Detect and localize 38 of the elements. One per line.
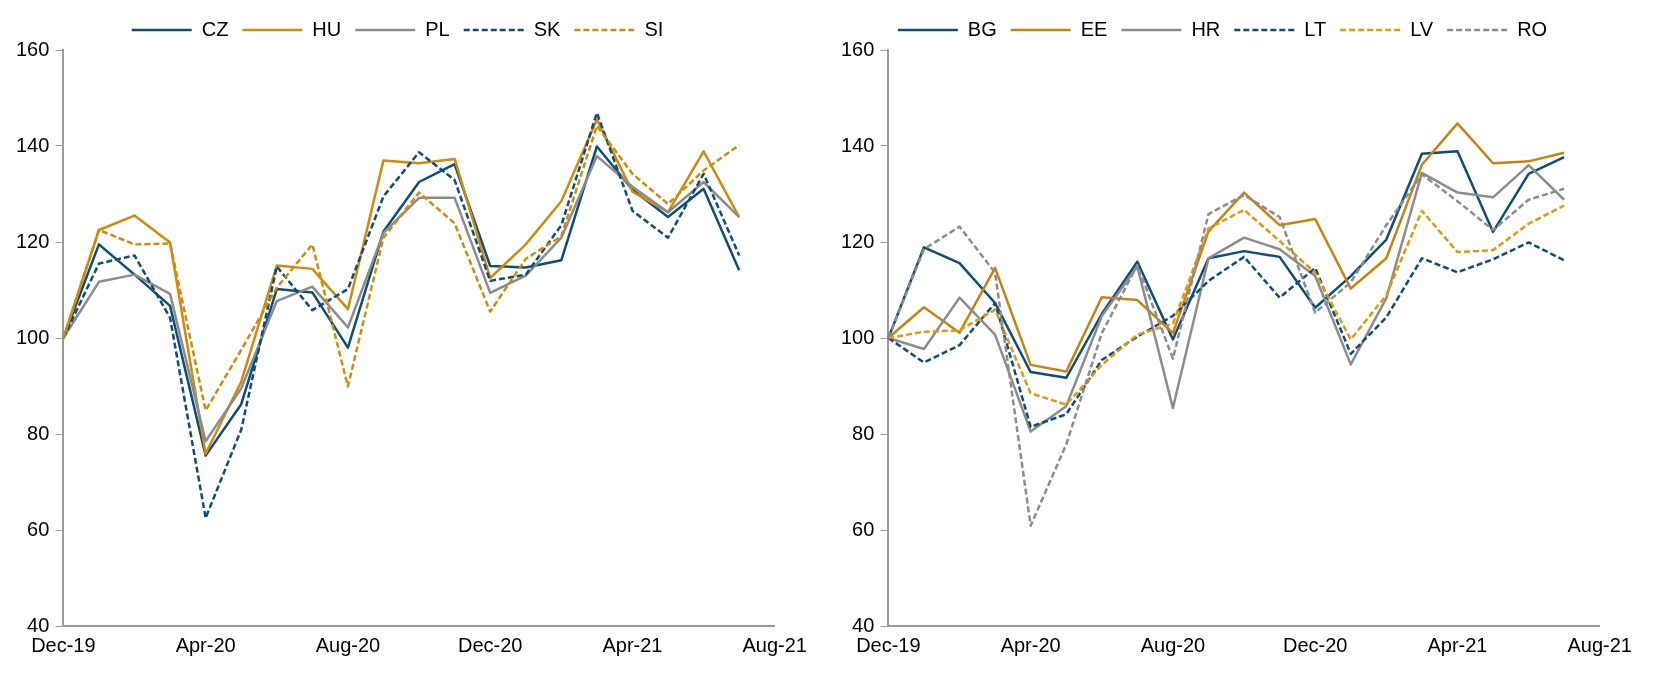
x-tick-label: Apr-20: [1000, 633, 1061, 656]
y-tick-label: 60: [27, 517, 50, 540]
y-tick-label: 40: [852, 613, 875, 636]
y-tick-label: 160: [840, 37, 875, 60]
y-tick-label: 100: [840, 325, 875, 348]
y-tick-label: 60: [852, 517, 875, 540]
y-tick-label: 40: [27, 613, 50, 636]
line-series: [887, 204, 1566, 406]
y-tick-label: 120: [15, 229, 50, 252]
x-tick-label: Dec-19: [856, 633, 921, 656]
x-tick-label: Apr-20: [175, 633, 236, 656]
x-tick-label: Aug-20: [1140, 633, 1206, 656]
y-tick-label: 140: [15, 133, 50, 156]
y-tick-label: 80: [27, 421, 50, 444]
legend-label: SK: [533, 17, 562, 40]
x-tick-label: Aug-21: [742, 633, 807, 656]
legend-label: HU: [312, 17, 342, 40]
legend-label: CZ: [201, 17, 229, 40]
legend-label: RO: [1517, 17, 1548, 40]
x-tick-label: Dec-20: [1282, 633, 1348, 656]
x-tick-label: Apr-21: [602, 633, 663, 656]
x-tick-label: Apr-21: [1427, 633, 1488, 656]
y-tick-label: 80: [852, 421, 875, 444]
legend-label: HR: [1191, 17, 1221, 40]
legend-label: PL: [425, 17, 450, 40]
x-tick-label: Aug-20: [315, 633, 381, 656]
legend-label: BG: [967, 17, 997, 40]
legend-label: LT: [1304, 17, 1327, 40]
legend-label: SI: [644, 17, 664, 40]
y-tick-label: 100: [15, 325, 50, 348]
x-tick-label: Aug-21: [1567, 633, 1632, 656]
legend-label: EE: [1080, 17, 1108, 40]
x-tick-label: Dec-19: [31, 633, 96, 656]
y-tick-label: 160: [15, 37, 50, 60]
x-tick-label: Dec-20: [457, 633, 523, 656]
y-tick-label: 140: [840, 133, 875, 156]
legend-label: LV: [1410, 17, 1434, 40]
y-tick-label: 120: [840, 229, 875, 252]
